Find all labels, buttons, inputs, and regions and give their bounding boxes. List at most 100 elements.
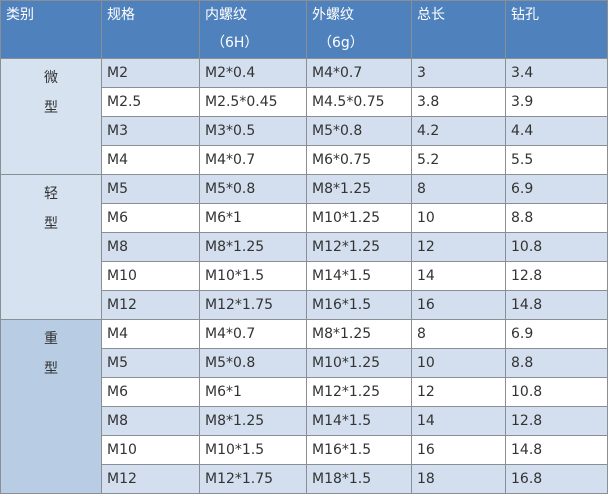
drill-cell: 6.9	[505, 319, 608, 349]
category-cell: 轻型	[0, 174, 102, 320]
category-label: 轻	[44, 186, 58, 202]
table-row: M4 M4*0.7 M6*0.75 5.2 5.5	[1, 145, 608, 175]
table-row: 重型 M4 M4*0.7 M8*1.25 8 6.9	[0, 319, 608, 494]
drill-cell: 8.8	[505, 203, 608, 233]
external-thread-cell: M5*0.8	[306, 116, 412, 146]
spec-cell: M6	[101, 203, 200, 233]
length-cell: 12	[411, 377, 506, 407]
external-thread-cell: M14*1.5	[306, 261, 412, 291]
external-thread-cell: M4.5*0.75	[306, 87, 412, 117]
internal-thread-cell: M5*0.8	[199, 174, 307, 204]
table-row: M2.5 M2.5*0.45 M4.5*0.75 3.8 3.9	[1, 87, 608, 117]
header-internal-thread: 内螺纹 （6H）	[199, 0, 307, 59]
internal-thread-cell: M4*0.7	[199, 319, 307, 349]
internal-thread-cell: M12*1.75	[199, 290, 307, 320]
drill-cell: 10.8	[505, 232, 608, 262]
header-drill: 钻孔	[505, 0, 608, 59]
drill-cell: 10.8	[505, 377, 608, 407]
table-row: M12 M12*1.75 M16*1.5 16 14.8	[1, 290, 608, 320]
internal-thread-cell: M10*1.5	[199, 435, 307, 465]
table-row: M10 M10*1.5 M16*1.5 16 14.8	[1, 435, 608, 465]
spec-cell: M10	[101, 435, 200, 465]
spec-cell: M12	[101, 290, 200, 320]
category-cell: 重型	[0, 319, 102, 494]
header-sublabel: （6g）	[318, 35, 364, 51]
internal-thread-cell: M4*0.7	[199, 145, 307, 175]
spec-cell: M6	[101, 377, 200, 407]
spec-cell: M10	[101, 261, 200, 291]
external-thread-cell: M10*1.25	[306, 348, 412, 378]
table-row: M12 M12*1.75 M18*1.5 18 16.8	[1, 464, 608, 494]
header-label: 类别	[6, 7, 34, 23]
spec-cell: M8	[101, 406, 200, 436]
table-row: M8 M8*1.25 M12*1.25 12 10.8	[1, 232, 608, 262]
external-thread-cell: M6*0.75	[306, 145, 412, 175]
length-cell: 12	[411, 232, 506, 262]
internal-thread-cell: M3*0.5	[199, 116, 307, 146]
length-cell: 10	[411, 203, 506, 233]
external-thread-cell: M14*1.5	[306, 406, 412, 436]
internal-thread-cell: M6*1	[199, 203, 307, 233]
internal-thread-cell: M8*1.25	[199, 406, 307, 436]
header-label: 规格	[107, 7, 135, 23]
internal-thread-cell: M12*1.75	[199, 464, 307, 494]
length-cell: 14	[411, 406, 506, 436]
spec-cell: M8	[101, 232, 200, 262]
internal-thread-cell: M2.5*0.45	[199, 87, 307, 117]
drill-cell: 6.9	[505, 174, 608, 204]
length-cell: 3.8	[411, 87, 506, 117]
external-thread-cell: M12*1.25	[306, 377, 412, 407]
table-row: M5 M5*0.8 M10*1.25 10 8.8	[1, 348, 608, 378]
length-cell: 4.2	[411, 116, 506, 146]
header-label: 外螺纹	[312, 7, 354, 23]
length-cell: 10	[411, 348, 506, 378]
drill-cell: 14.8	[505, 435, 608, 465]
spec-cell: M5	[101, 174, 200, 204]
internal-thread-cell: M10*1.5	[199, 261, 307, 291]
drill-cell: 5.5	[505, 145, 608, 175]
spec-cell: M4	[101, 145, 200, 175]
external-thread-cell: M16*1.5	[306, 435, 412, 465]
spec-cell: M2.5	[101, 87, 200, 117]
spec-cell: M2	[101, 58, 200, 88]
header-label: 钻孔	[511, 7, 539, 23]
length-cell: 14	[411, 261, 506, 291]
spec-cell: M4	[101, 319, 200, 349]
header-label: 总长	[417, 7, 445, 23]
drill-cell: 14.8	[505, 290, 608, 320]
length-cell: 16	[411, 290, 506, 320]
drill-cell: 3.9	[505, 87, 608, 117]
external-thread-cell: M12*1.25	[306, 232, 412, 262]
category-cell: 微型	[0, 58, 102, 175]
length-cell: 8	[411, 174, 506, 204]
spec-cell: M3	[101, 116, 200, 146]
external-thread-cell: M16*1.5	[306, 290, 412, 320]
table-row: M6 M6*1 M10*1.25 10 8.8	[1, 203, 608, 233]
header-category: 类别	[0, 0, 102, 59]
length-cell: 18	[411, 464, 506, 494]
table-row: 轻型 M5 M5*0.8 M8*1.25 8 6.9	[0, 174, 608, 320]
spec-cell: M12	[101, 464, 200, 494]
internal-thread-cell: M5*0.8	[199, 348, 307, 378]
external-thread-cell: M10*1.25	[306, 203, 412, 233]
external-thread-cell: M8*1.25	[306, 174, 412, 204]
header-label: 内螺纹	[205, 7, 247, 23]
external-thread-cell: M8*1.25	[306, 319, 412, 349]
drill-cell: 4.4	[505, 116, 608, 146]
header-length: 总长	[411, 0, 506, 59]
drill-cell: 16.8	[505, 464, 608, 494]
internal-thread-cell: M6*1	[199, 377, 307, 407]
header-spec: 规格	[101, 0, 200, 59]
drill-cell: 12.8	[505, 406, 608, 436]
drill-cell: 8.8	[505, 348, 608, 378]
category-label: 重	[44, 331, 58, 347]
length-cell: 8	[411, 319, 506, 349]
external-thread-cell: M18*1.5	[306, 464, 412, 494]
length-cell: 5.2	[411, 145, 506, 175]
table-row: M10 M10*1.5 M14*1.5 14 12.8	[1, 261, 608, 291]
length-cell: 3	[411, 58, 506, 88]
category-label: 型	[44, 361, 58, 377]
header-sublabel: （6H）	[211, 35, 259, 51]
category-label: 型	[44, 216, 58, 232]
